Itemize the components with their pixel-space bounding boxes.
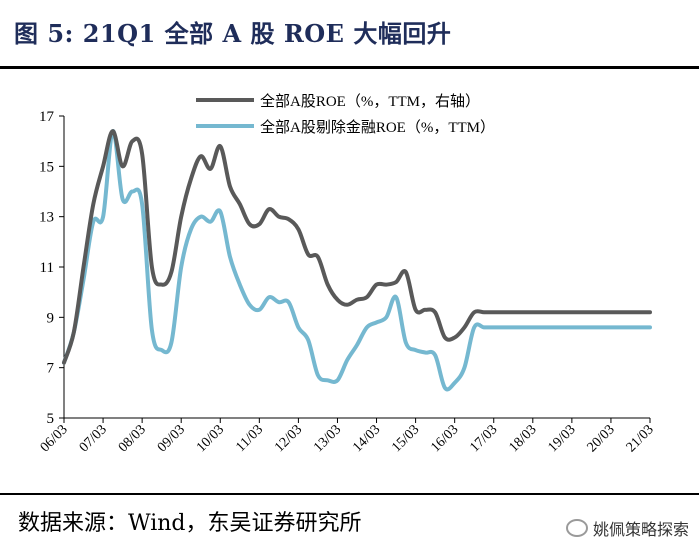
y-tick-label: 7 xyxy=(47,361,55,377)
top-divider xyxy=(0,66,699,69)
x-tick-label: 06/03 xyxy=(38,422,71,455)
roe-line-chart: 5 7 9 11 13 15 17 06/03 07/03 08/03 09/03 10/03 11/0… xyxy=(38,92,657,455)
x-tick-label: 18/03 xyxy=(506,422,539,455)
x-tick-label: 07/03 xyxy=(77,422,110,455)
x-tick-label: 08/03 xyxy=(116,422,149,455)
series-line-all-a-roe xyxy=(62,129,652,365)
chart-legend: 全部A股ROE（%，TTM，右轴） 全部A股剔除金融ROE（%，TTM） xyxy=(196,92,495,136)
y-tick-label: 11 xyxy=(40,260,54,276)
x-tick-label: 19/03 xyxy=(546,422,579,455)
y-tick-label: 5 xyxy=(47,411,55,427)
y-tick-label: 9 xyxy=(47,310,55,326)
x-tick-label: 16/03 xyxy=(428,422,461,455)
y-tick-label: 15 xyxy=(39,159,54,175)
y-tick-label: 17 xyxy=(39,109,55,125)
legend-label: 全部A股剔除金融ROE（%，TTM） xyxy=(260,118,495,136)
x-tick-label: 17/03 xyxy=(467,422,500,455)
x-tick-label: 13/03 xyxy=(311,422,344,455)
figure-title: 图 5: 21Q1 全部 A 股 ROE 大幅回升 xyxy=(14,19,452,48)
x-tick-label: 12/03 xyxy=(272,422,305,455)
chart-series-lines xyxy=(62,129,652,392)
wechat-icon xyxy=(565,519,588,537)
series-line-ex-financial-roe xyxy=(62,129,652,392)
bottom-divider xyxy=(0,493,699,495)
x-tick-label: 10/03 xyxy=(194,422,227,455)
x-tick-label: 21/03 xyxy=(624,422,657,455)
watermark-label: 姚佩策略探索 xyxy=(592,520,689,539)
x-tick-label: 15/03 xyxy=(389,422,422,455)
x-tick-label: 09/03 xyxy=(155,422,188,455)
x-tick-label: 14/03 xyxy=(350,422,383,455)
data-source-note: 数据来源：Wind，东吴证券研究所 xyxy=(18,511,362,536)
wechat-watermark: 姚佩策略探索 xyxy=(565,516,689,540)
y-tick-label: 13 xyxy=(39,210,54,226)
chart-axes: 5 7 9 11 13 15 17 06/03 07/03 08/03 09/03 10/03 11/0… xyxy=(38,109,657,455)
legend-label: 全部A股ROE（%，TTM，右轴） xyxy=(260,92,480,110)
x-tick-label: 20/03 xyxy=(585,422,618,455)
x-tick-label: 11/03 xyxy=(233,422,266,455)
